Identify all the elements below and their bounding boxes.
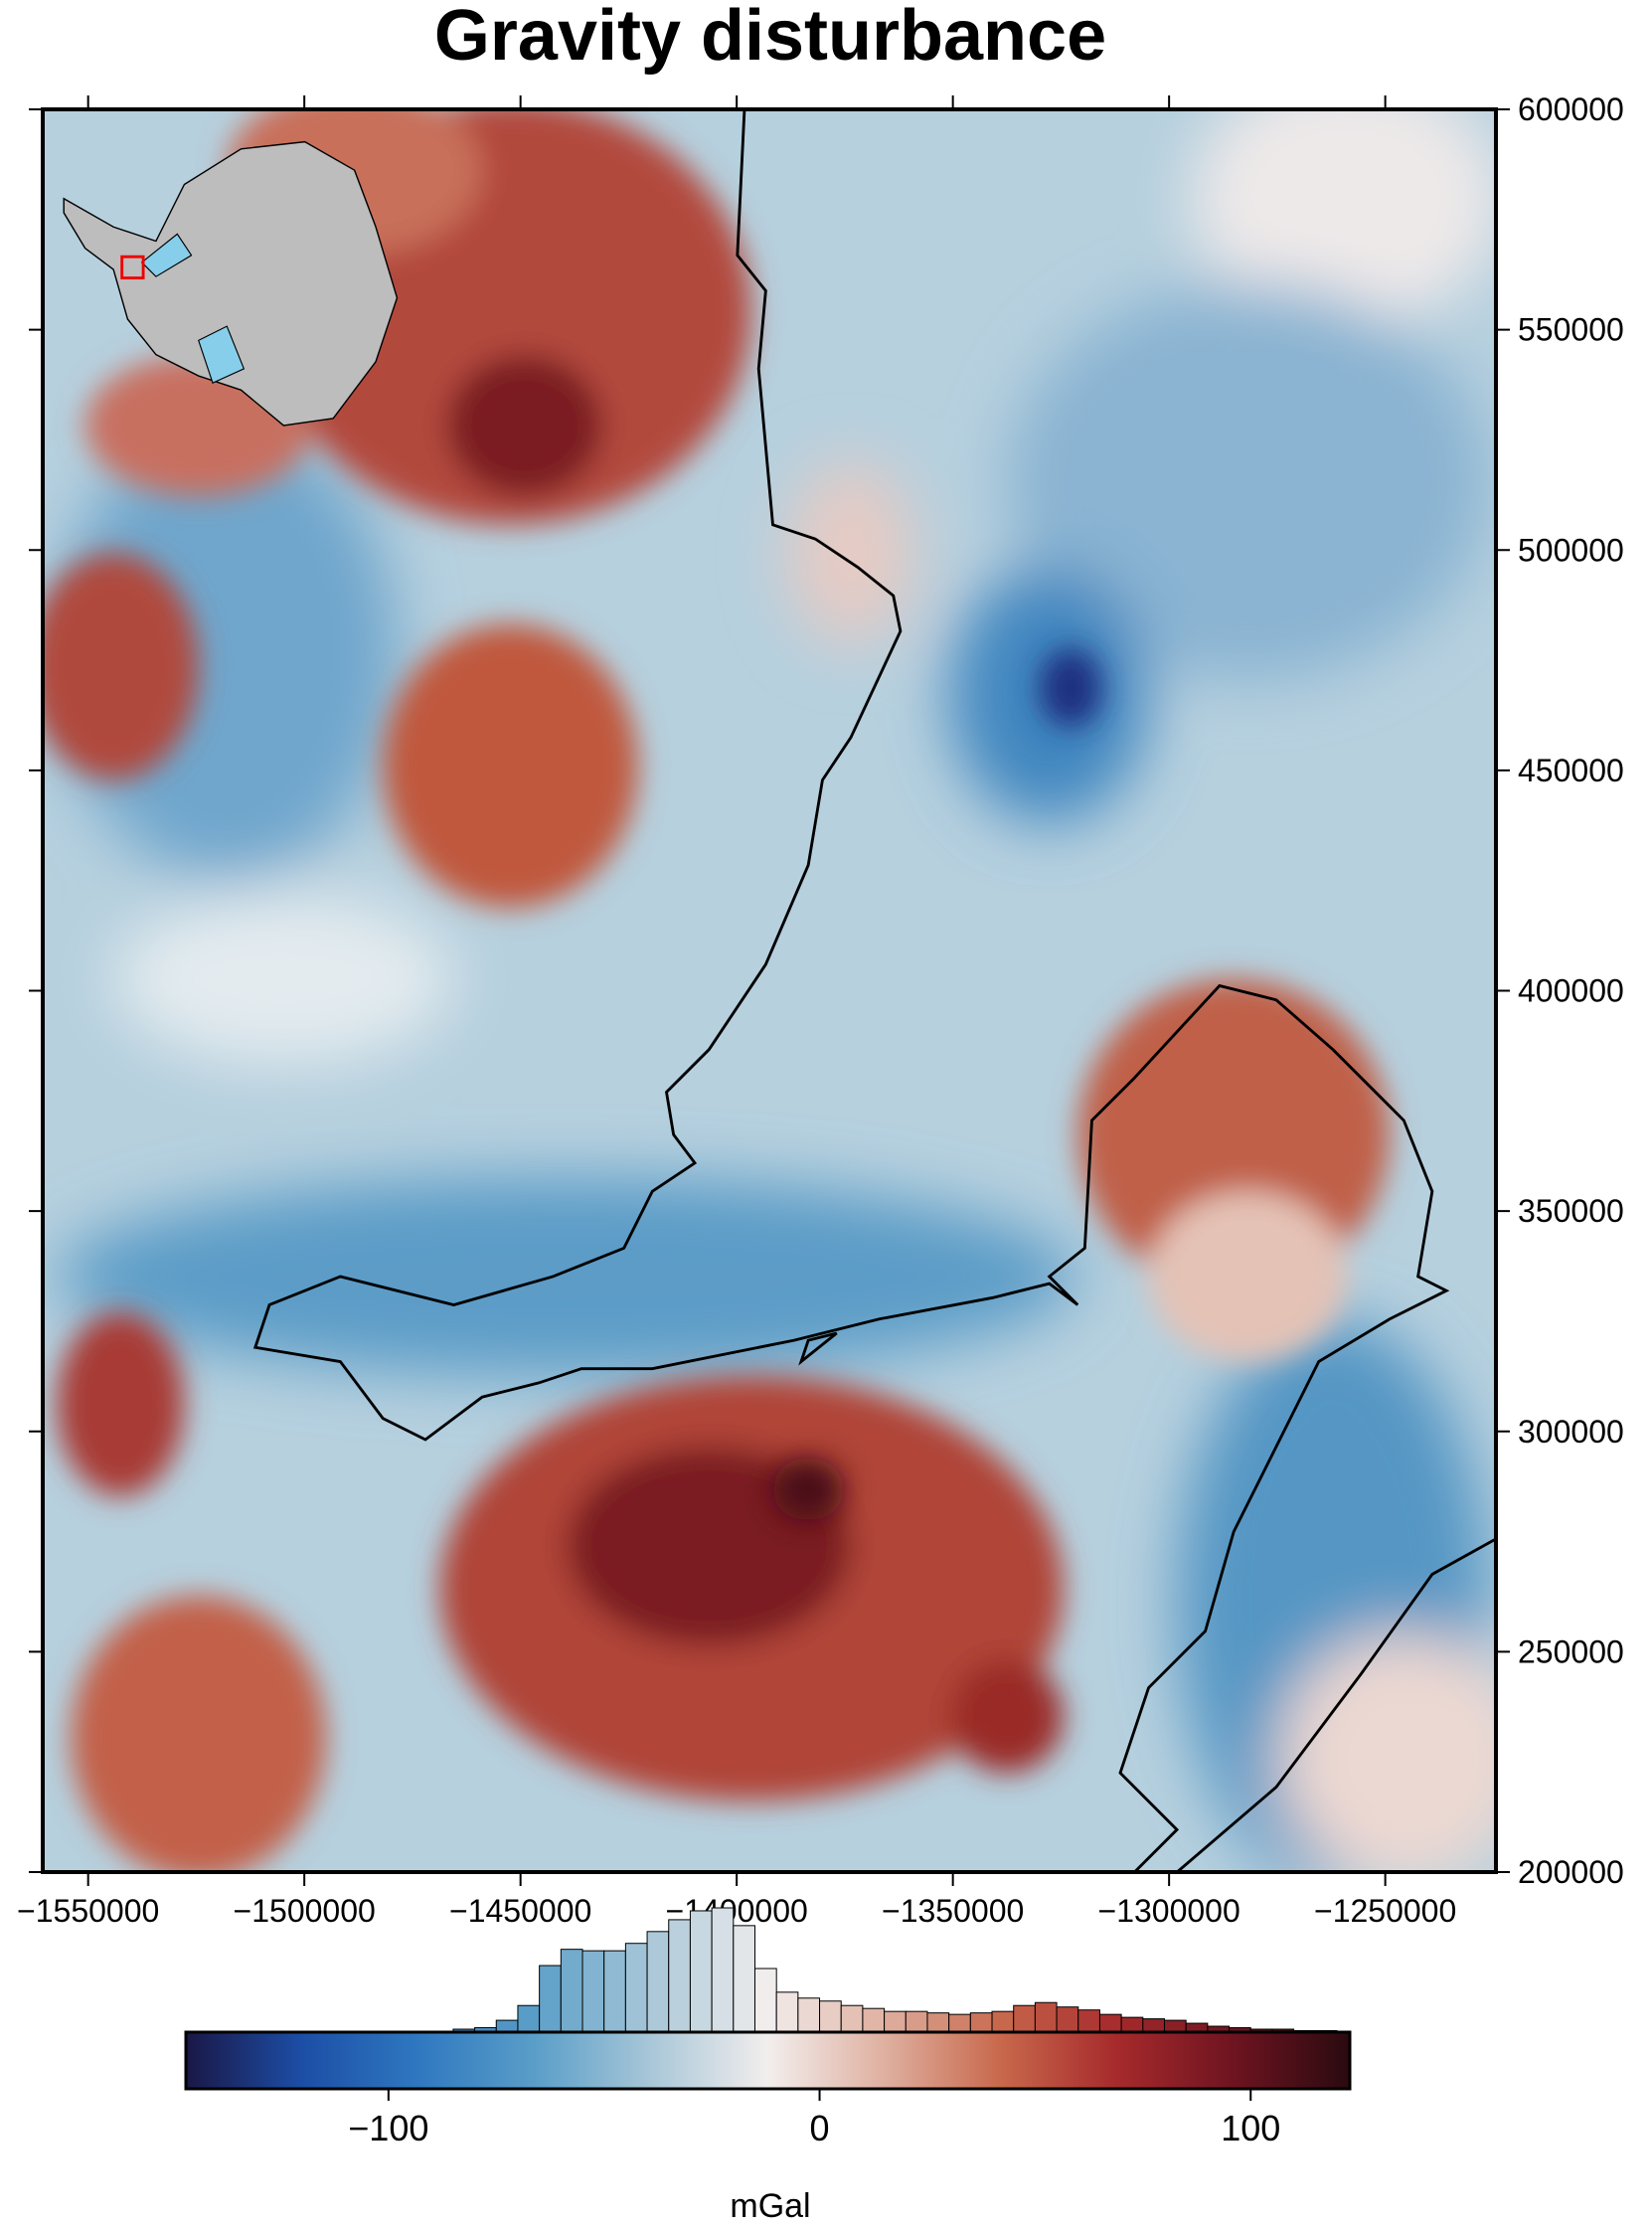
histogram-bar bbox=[884, 2010, 907, 2033]
y-tick-label: 450000 bbox=[1518, 753, 1624, 788]
colorbar: mGal −100 0 100 bbox=[184, 1907, 1352, 2225]
y-tick-label: 500000 bbox=[1518, 532, 1624, 568]
histogram-bar bbox=[862, 2007, 886, 2033]
histogram-bar bbox=[1034, 2001, 1058, 2033]
histogram-bar bbox=[819, 2000, 842, 2033]
histogram-bar bbox=[495, 2019, 519, 2033]
histogram-bar bbox=[1098, 2013, 1122, 2033]
histogram-bar bbox=[539, 1965, 562, 2033]
histogram-bar bbox=[689, 1910, 713, 2033]
x-tick-label: −1500000 bbox=[234, 1893, 376, 1929]
y-tick-label: 550000 bbox=[1518, 312, 1624, 348]
colorbar-tick-label: 0 bbox=[810, 2108, 830, 2148]
y-tick-label: 250000 bbox=[1518, 1633, 1624, 1669]
histogram-bar bbox=[797, 1997, 821, 2033]
histogram-bar bbox=[1120, 2016, 1144, 2033]
histogram-bar bbox=[840, 2004, 864, 2033]
y-tick-label: 300000 bbox=[1518, 1414, 1624, 1450]
y-tick-label: 350000 bbox=[1518, 1193, 1624, 1229]
chart-title: Gravity disturbance bbox=[434, 0, 1106, 76]
colorbar-ramp bbox=[184, 2030, 1352, 2091]
y-tick-label: 200000 bbox=[1518, 1854, 1624, 1890]
histogram-bar bbox=[733, 1925, 755, 2033]
histogram-bar bbox=[624, 1943, 648, 2033]
histogram-bar bbox=[560, 1949, 583, 2033]
coastline bbox=[252, 108, 1450, 1873]
histogram-bar bbox=[969, 2012, 993, 2033]
histogram-bar bbox=[1077, 2009, 1100, 2033]
histogram-bar bbox=[775, 1991, 799, 2033]
histogram-bar bbox=[668, 1919, 691, 2033]
histogram-bar bbox=[603, 1950, 626, 2033]
x-tick-label: −1550000 bbox=[17, 1893, 159, 1929]
histogram-bar bbox=[753, 1968, 777, 2033]
histogram-bar bbox=[1164, 2019, 1187, 2033]
colorbar-tick-label: 100 bbox=[1221, 2108, 1280, 2148]
histogram-bar bbox=[517, 2004, 541, 2033]
y-tick-label: 600000 bbox=[1518, 91, 1624, 127]
x-tick-label: −1300000 bbox=[1098, 1893, 1240, 1929]
y-tick-label: 400000 bbox=[1518, 973, 1624, 1009]
axes: −1550000 −1500000 −1450000 −1400000 −1350000… bbox=[17, 91, 1624, 1929]
colorbar-tick-label: −100 bbox=[348, 2108, 428, 2148]
histogram-bar bbox=[711, 1907, 735, 2033]
histogram-bar bbox=[926, 2012, 950, 2033]
coastline bbox=[1176, 1537, 1497, 1873]
x-tick-label: −1450000 bbox=[449, 1893, 591, 1929]
inset-map bbox=[63, 140, 399, 427]
histogram-bar bbox=[991, 2010, 1015, 2033]
map-raster bbox=[42, 108, 1497, 1873]
histogram-bar bbox=[905, 2010, 928, 2033]
coastline bbox=[798, 1331, 838, 1366]
histogram-bar bbox=[1013, 2004, 1036, 2033]
histogram-bar bbox=[1056, 2006, 1079, 2033]
histogram-bar bbox=[646, 1931, 670, 2033]
histogram-bar bbox=[1142, 2018, 1166, 2033]
x-tick-label: −1350000 bbox=[882, 1893, 1024, 1929]
x-tick-label: −1250000 bbox=[1314, 1893, 1456, 1929]
histogram-bar bbox=[948, 2013, 971, 2033]
histogram-bar bbox=[581, 1950, 605, 2033]
colorbar-label: mGal bbox=[730, 2187, 810, 2224]
